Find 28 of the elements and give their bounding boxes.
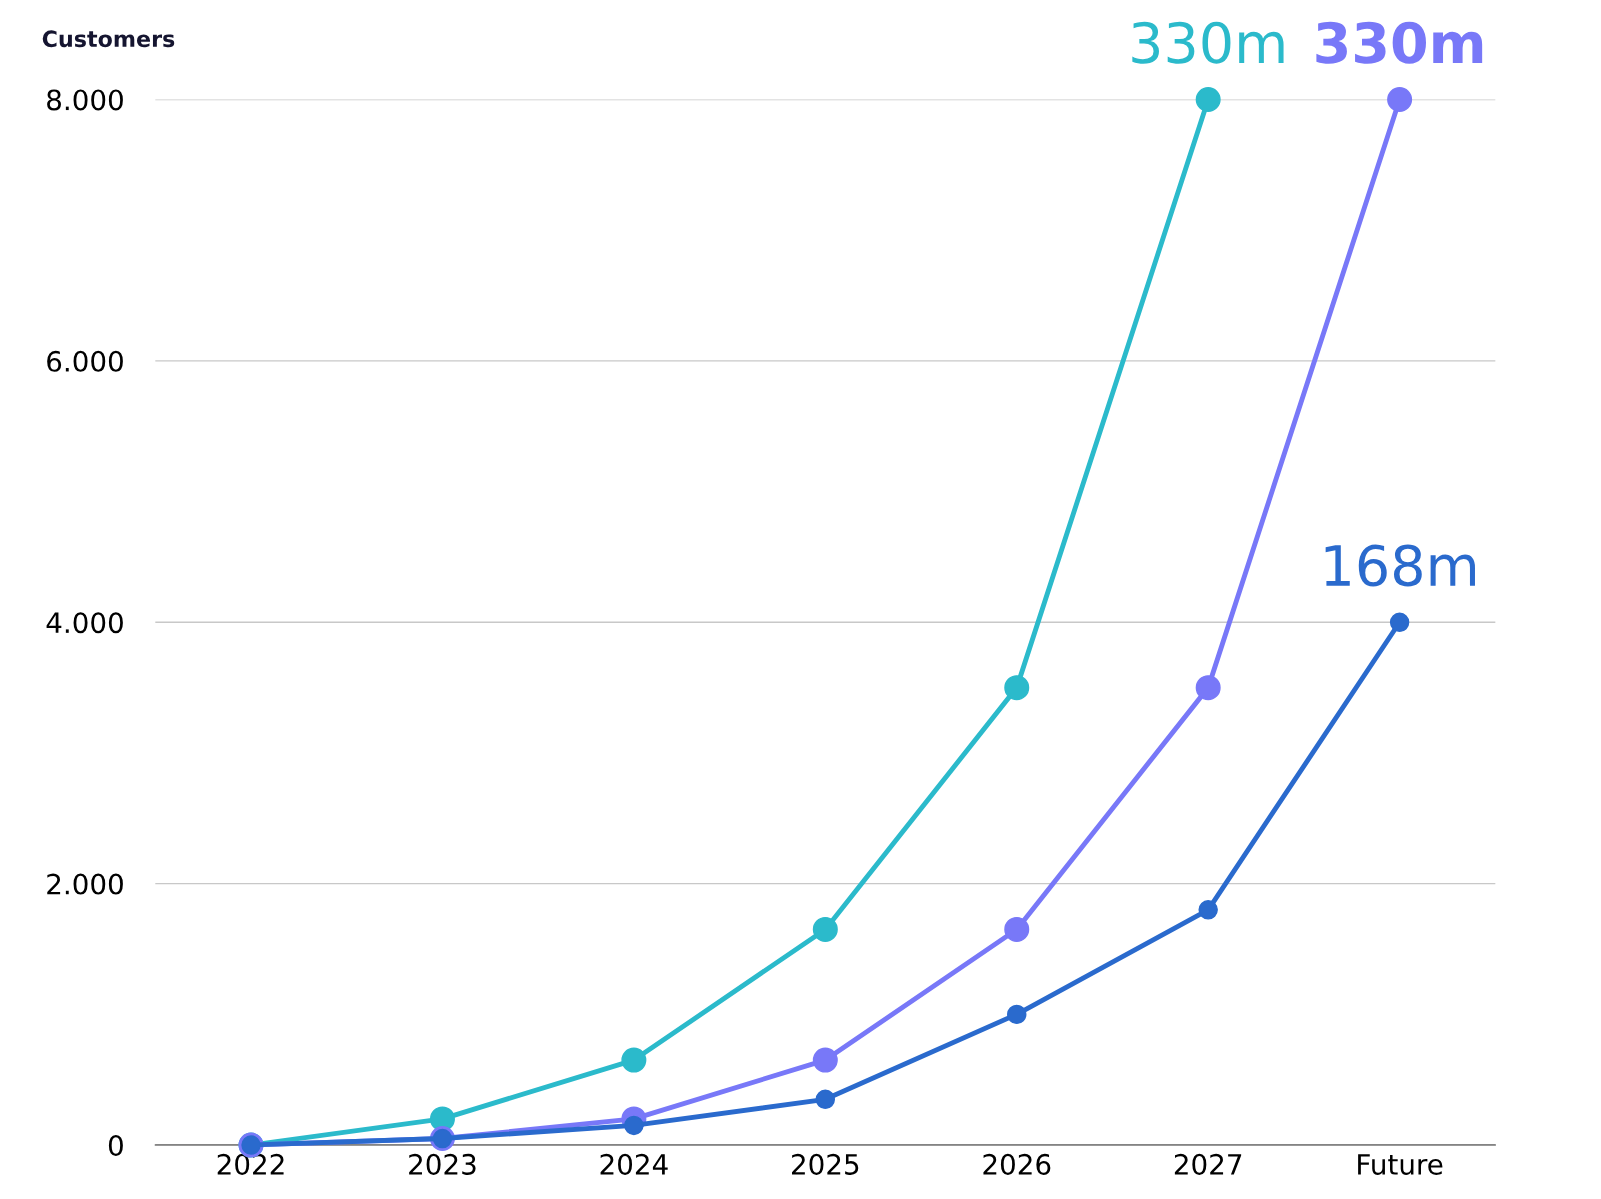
x-tick-label: 2026	[983, 1153, 1051, 1175]
y-tick-label: 0	[108, 1134, 123, 1156]
point	[1004, 675, 1030, 701]
chart-title: Customers	[42, 30, 175, 48]
x-tick-label: Future	[1358, 1154, 1443, 1175]
y-tick-label: 8.000	[47, 89, 123, 111]
annotation: 168m	[1325, 544, 1475, 587]
x-tick-label: 2025	[792, 1153, 859, 1175]
point	[812, 1047, 838, 1073]
x-tick-label: 2024	[600, 1153, 668, 1175]
point	[1387, 87, 1413, 113]
point	[1007, 1004, 1027, 1025]
x-tick-label: 2027	[1174, 1153, 1242, 1175]
point	[815, 1089, 836, 1110]
x-tick-label: 2023	[409, 1153, 476, 1175]
annotation: 330m	[1132, 21, 1284, 64]
y-tick-label: 6.000	[47, 350, 123, 372]
point	[1004, 916, 1030, 942]
point	[1195, 675, 1221, 701]
point	[621, 1047, 647, 1073]
point	[1389, 612, 1410, 633]
point	[1198, 900, 1218, 920]
point	[1195, 87, 1221, 113]
point	[812, 916, 838, 942]
x-tick-label: 2022	[217, 1153, 284, 1175]
y-tick-label: 4.000	[46, 612, 123, 634]
annotation: 330m	[1316, 21, 1483, 64]
y-tick-label: 2.000	[47, 873, 123, 895]
